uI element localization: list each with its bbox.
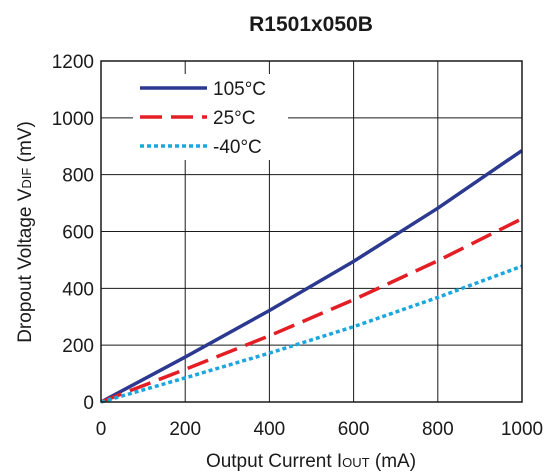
legend-label-2: -40°C [213, 137, 262, 158]
y-tick-label: 200 [62, 336, 94, 357]
x-tick-label: 0 [96, 419, 107, 440]
x-tick-label: 600 [338, 419, 370, 440]
x-tick-label: 1000 [501, 419, 543, 440]
legend-label-0: 105°C [213, 79, 266, 100]
series-line-1 [100, 217, 523, 404]
series-group [100, 149, 523, 404]
legend-label-1: 25°C [213, 108, 255, 129]
y-tick-label: 600 [62, 223, 94, 244]
y-tick-label: 1200 [52, 52, 94, 73]
y-tick-labels: 0 200 400 600 800 1000 1200 [52, 52, 94, 414]
y-axis-label: Dropout Voltage VDIF (mV) [15, 121, 36, 343]
y-tick-label: 800 [62, 166, 94, 187]
series-line-2 [100, 264, 523, 404]
chart-title: R1501x050B [249, 13, 373, 36]
x-axis-label: Output Current IOUT (mA) [206, 451, 416, 472]
x-tick-label: 400 [254, 419, 286, 440]
y-tick-label: 400 [62, 279, 94, 300]
x-tick-labels: 0 200 400 600 800 1000 [96, 419, 543, 440]
plot-frame [100, 60, 523, 403]
series-line-0 [100, 149, 523, 404]
legend: 105°C 25°C -40°C [133, 74, 288, 160]
x-tick-label: 200 [169, 419, 201, 440]
x-tick-label: 800 [422, 419, 454, 440]
y-tick-label: 0 [83, 393, 94, 414]
y-tick-label: 1000 [52, 109, 94, 130]
